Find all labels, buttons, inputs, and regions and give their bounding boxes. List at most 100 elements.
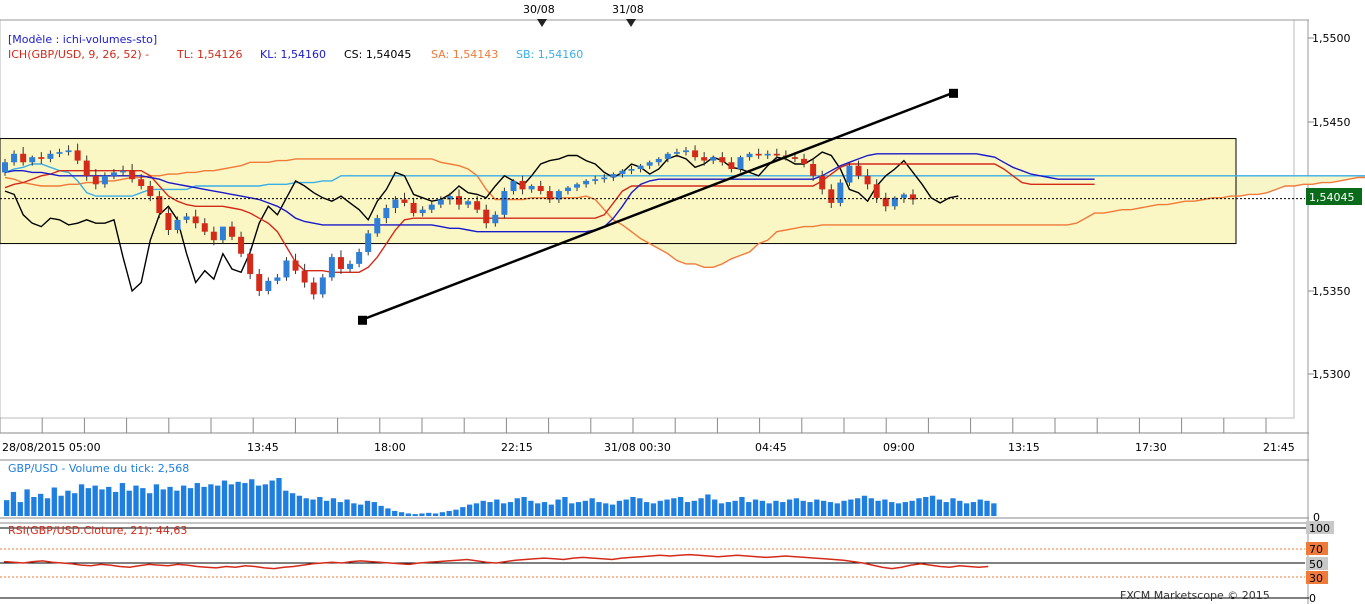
volume-bar [466,504,473,516]
candle-body [646,162,653,166]
candle-body [628,169,635,171]
volume-bar [575,502,582,516]
volume-bar [181,485,187,516]
time-label-7: 09:00 [883,441,915,454]
volume-bar [725,502,731,516]
volume-bar [398,512,405,516]
volume-bar [446,510,452,516]
volume-bar [140,488,146,516]
current-price-tag [1306,188,1362,205]
volume-bar [242,483,248,516]
candle-body [791,157,798,159]
candle-body [456,196,462,205]
grid-ticks [0,37,1314,433]
candle-body [383,207,390,219]
volume-bar [289,493,296,516]
volume-bar [208,484,214,516]
volume-bar [405,513,411,516]
candle-body [210,231,217,241]
candle-body [110,172,117,176]
candle-body [873,184,880,198]
candle-body [283,260,290,278]
trendline[interactable] [358,88,958,325]
candle-body [664,153,671,159]
volume-bar [65,490,71,516]
rsi-tag-100 [1306,521,1334,534]
volume-bar [371,502,377,516]
volume-bar [44,498,51,516]
candle-body [229,226,235,237]
volume-bar [793,498,800,516]
candle-body [238,236,245,254]
candle-body [519,180,526,190]
candle-body [365,233,372,253]
volume-bar [24,489,30,516]
rsi-level-0: 0 [1309,592,1316,604]
candle-body [601,177,608,180]
volume-bar [637,498,643,516]
volume-bar [609,504,616,516]
volume-bar [943,502,949,516]
rsi-tag-30 [1306,571,1328,584]
kl-label: KL: 1,54160 [260,48,326,61]
candle-body [864,175,871,185]
candle-body [528,185,535,190]
candle-body [347,263,354,269]
candle-body [310,282,317,295]
date-marker-2: 31/08 [612,3,644,16]
volume-bar [344,499,350,516]
candle-body [29,157,36,163]
volume-bar [160,489,166,516]
volume-bar [623,499,629,516]
candle-body [47,153,54,159]
volume-bar [17,502,23,516]
candle-body [555,191,562,200]
volume-bar [262,484,269,516]
volume-bar [174,490,180,516]
volume-bar [861,495,868,516]
volume-bar [501,503,507,516]
volume-bar [773,500,779,516]
volume-bar [902,502,908,516]
candle-body [129,170,136,180]
volume-bar [419,513,425,516]
candle-body [692,150,699,158]
volume-bar [589,498,595,516]
candle-body [274,277,281,281]
volume-bar [582,500,589,516]
candle-body [683,150,689,153]
candle-body [2,162,8,173]
volume-zero: 0 [1313,511,1320,524]
candle-body [501,191,508,215]
candle-body [92,175,99,185]
volume-bar [426,512,432,516]
volume-bar [146,493,153,516]
cs-label: CS: 1,54045 [344,48,411,61]
volume-bar [664,499,670,516]
candle-body [564,187,571,192]
candle-body [574,184,581,188]
volume-bar [732,500,738,516]
volume-bar [535,503,541,516]
candle-body [583,180,590,185]
volume-bar [432,513,439,516]
volume-bar [167,486,173,516]
highlight-rectangle[interactable] [0,138,1237,245]
volume-bar [119,483,126,516]
volume-bar [133,485,139,516]
volume-bar [521,497,527,516]
volume-bar [991,503,997,516]
candle-body [610,174,617,178]
candle-body [801,158,808,164]
volume-bar [255,485,262,516]
rsi-panel-lines [0,548,1305,578]
candle-body [746,153,753,158]
volume-bar [4,500,10,516]
volume-bar [705,494,711,516]
volume-bar [909,500,915,516]
chikou-line [4,151,959,293]
volume-bar [187,488,194,516]
volume-bar [630,497,636,516]
rectangle-shape [0,138,1237,245]
